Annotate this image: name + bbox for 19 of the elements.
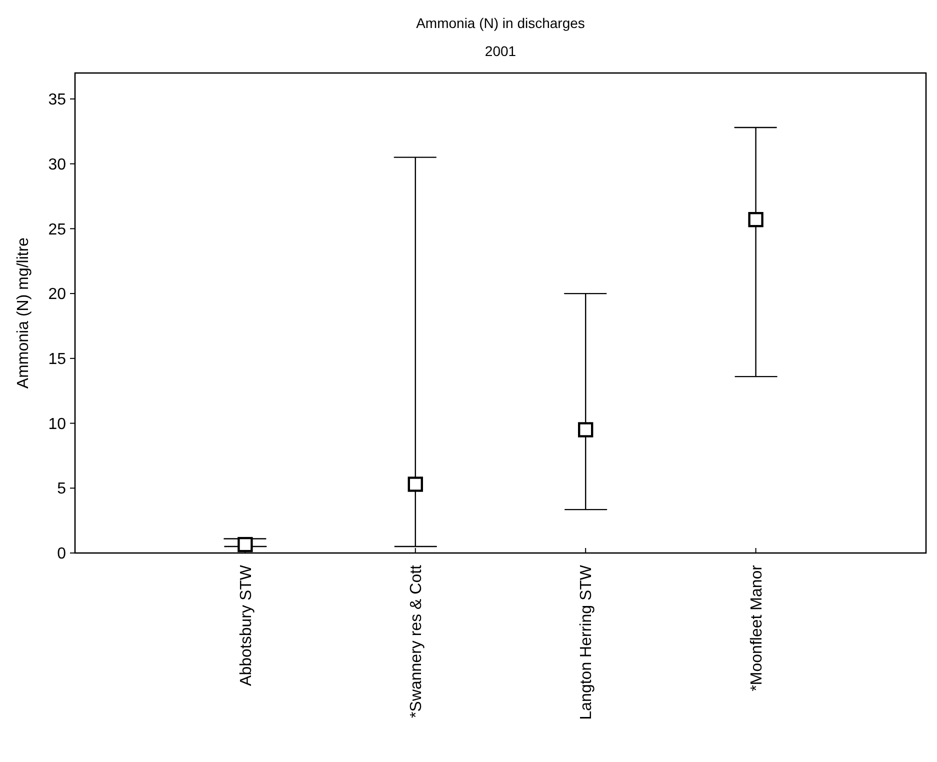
x-tick-label: *Moonfleet Manor: [748, 564, 766, 692]
y-tick-label: 35: [48, 92, 66, 109]
x-tick-label: Langton Herring STW: [578, 564, 596, 720]
y-tick-label: 0: [57, 546, 66, 563]
y-tick-label: 30: [48, 156, 66, 174]
x-tick-label: *Swannery res & Cott: [408, 564, 425, 718]
chart-subtitle: 2001: [484, 43, 516, 59]
y-axis-title: Ammonia (N) mg/litre: [15, 237, 32, 389]
point: [578, 422, 594, 438]
y-tick-label: 5: [57, 480, 66, 498]
point: [238, 536, 253, 552]
point: [408, 476, 423, 492]
y-tick-label: 10: [48, 416, 66, 433]
chart-title: Ammonia (N) in discharges: [416, 15, 585, 31]
point: [748, 212, 764, 228]
x-tick-label: Abbotsbury STW: [238, 564, 255, 686]
y-tick-label: 25: [48, 221, 66, 238]
y-tick-label: 15: [48, 351, 66, 368]
y-tick-label: 20: [48, 286, 66, 304]
